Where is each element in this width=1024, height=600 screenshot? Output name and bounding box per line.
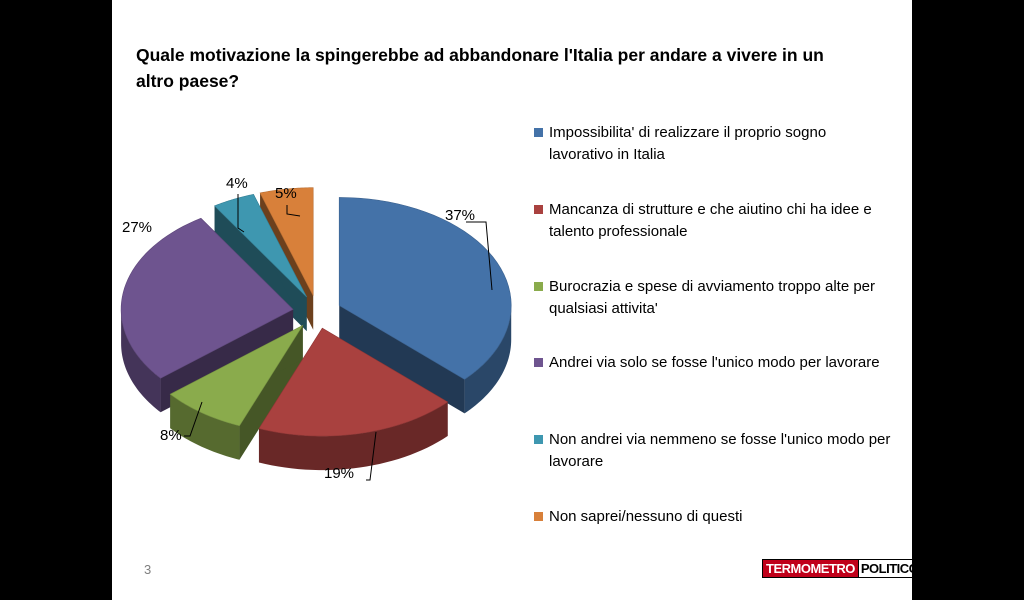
legend-item: Non saprei/nessuno di questi bbox=[534, 506, 894, 528]
pie-chart: 37% 19% 8% 27% 4% 5% bbox=[120, 175, 512, 482]
data-label: 4% bbox=[226, 175, 248, 192]
pie-slice bbox=[258, 327, 449, 437]
pie-slice bbox=[259, 187, 314, 296]
pie-slice-wall bbox=[339, 305, 465, 414]
legend-item: Andrei via solo se fosse l'unico modo pe… bbox=[534, 352, 894, 374]
legend-label: Non saprei/nessuno di questi bbox=[549, 508, 743, 525]
legend-swatch bbox=[534, 128, 543, 137]
pie-slice bbox=[338, 197, 512, 380]
legend-swatch bbox=[534, 512, 543, 521]
leader-line bbox=[184, 401, 203, 437]
legend-label: Burocrazia e spese di avviamento troppo … bbox=[549, 278, 876, 317]
pie-slice-side bbox=[258, 402, 448, 471]
leader-line bbox=[366, 431, 377, 481]
slide: Quale motivazione la spingerebbe ad abba… bbox=[112, 0, 922, 600]
pie-slice-side bbox=[121, 309, 161, 413]
chart-title: Quale motivazione la spingerebbe ad abba… bbox=[136, 45, 824, 91]
leader-line bbox=[237, 194, 245, 233]
pie-slice-side bbox=[170, 394, 240, 460]
legend-swatch bbox=[534, 435, 543, 444]
legend-label: Mancanza di strutture e che aiutino chi … bbox=[549, 201, 872, 240]
legend-item: Non andrei via nemmeno se fosse l'unico … bbox=[534, 429, 894, 473]
legend-item: Burocrazia e spese di avviamento troppo … bbox=[534, 276, 894, 320]
pie-slice bbox=[120, 217, 294, 379]
logo-part-1: TERMOMETRO bbox=[762, 558, 859, 578]
legend-label: Impossibilita' di realizzare il proprio … bbox=[549, 124, 827, 163]
logo: TERMOMETRO POLITICO bbox=[762, 558, 922, 578]
pie-slice bbox=[169, 324, 304, 427]
data-label: 37% bbox=[445, 207, 475, 224]
leader-line bbox=[286, 205, 301, 217]
legend-item: Mancanza di strutture e che aiutino chi … bbox=[534, 199, 894, 243]
data-label: 8% bbox=[160, 427, 182, 444]
logo-part-2: POLITICO bbox=[858, 558, 922, 578]
pie-tops bbox=[120, 187, 512, 437]
legend-label: Andrei via solo se fosse l'unico modo pe… bbox=[549, 354, 880, 371]
legend-label: Non andrei via nemmeno se fosse l'unico … bbox=[549, 431, 891, 470]
leader-line bbox=[466, 221, 493, 291]
legend-item: Impossibilita' di realizzare il proprio … bbox=[534, 122, 894, 166]
legend-swatch bbox=[534, 358, 543, 367]
legend-swatch bbox=[534, 282, 543, 291]
page-number: 3 bbox=[144, 562, 152, 577]
data-label: 27% bbox=[122, 219, 152, 236]
data-label: 19% bbox=[324, 465, 354, 482]
legend-swatch bbox=[534, 205, 543, 214]
pie-slice-side bbox=[464, 305, 512, 414]
data-label: 5% bbox=[275, 185, 297, 202]
